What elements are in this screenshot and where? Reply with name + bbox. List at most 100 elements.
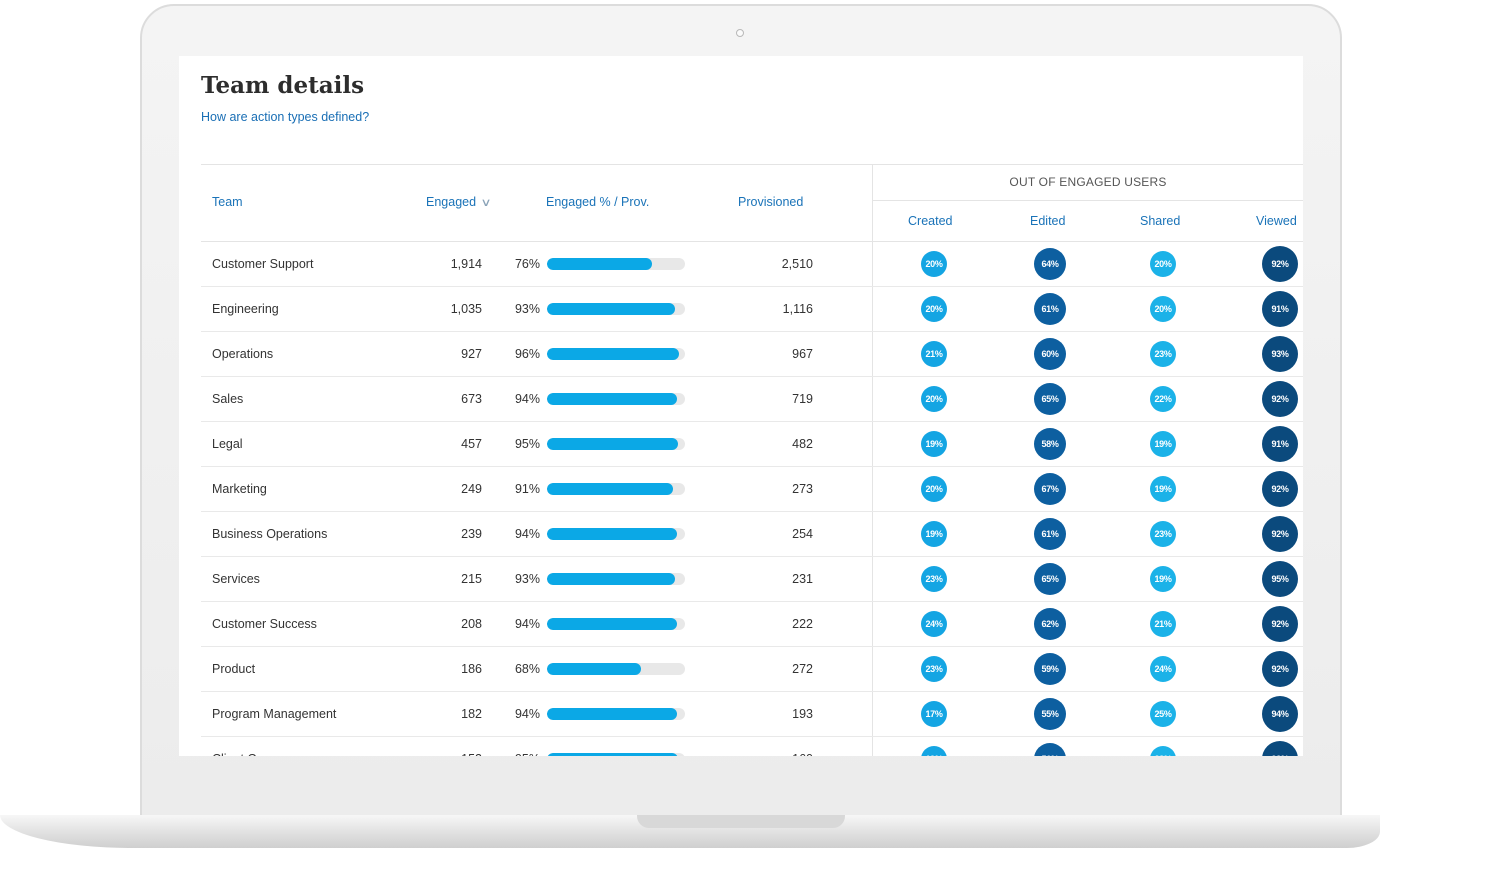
engaged-percent: 93%	[514, 302, 540, 316]
created-percent-badge: 20%	[921, 296, 947, 322]
column-header-engaged-label: Engaged	[426, 195, 477, 209]
created-percent-badge: 24%	[921, 611, 947, 637]
table-row[interactable]: Sales 673 94% 719 20% 65% 22% 92%	[201, 377, 1303, 422]
engaged-progress-fill	[547, 618, 677, 630]
group-header-divider	[873, 200, 1303, 201]
shared-percent-badge: 20%	[1150, 251, 1176, 277]
engaged-progress-fill	[547, 528, 677, 540]
created-percent-badge: 19%	[921, 746, 947, 756]
table-row[interactable]: Marketing 249 91% 273 20% 67% 19% 92%	[201, 467, 1303, 512]
column-header-viewed[interactable]: Viewed	[1256, 214, 1297, 228]
edited-percent-badge: 58%	[1034, 428, 1066, 460]
edited-percent-badge: 56%	[1034, 743, 1066, 756]
engaged-progress-fill	[547, 303, 676, 315]
provisioned-count: 273	[792, 482, 813, 496]
column-header-created[interactable]: Created	[908, 214, 953, 228]
table-row[interactable]: Business Operations 239 94% 254 19% 61% 23% 92%	[201, 512, 1303, 557]
engaged-count: 215	[461, 572, 482, 586]
engaged-percent: 91%	[514, 482, 540, 496]
engaged-progress-bar	[547, 753, 685, 756]
created-percent-badge: 23%	[921, 566, 947, 592]
engaged-percent: 95%	[491, 737, 540, 756]
provisioned-count: 231	[792, 572, 813, 586]
table-row[interactable]: Customer Success 208 94% 222 24% 62% 21% 92%	[201, 602, 1303, 647]
team-name: Marketing	[212, 482, 267, 496]
table-row[interactable]: Program Management 182 94% 193 17% 55% 25% 94%	[201, 692, 1303, 737]
engaged-progress-bar	[547, 618, 685, 630]
engaged-progress-bar	[547, 528, 685, 540]
header-top-divider	[201, 164, 1303, 165]
edited-percent-badge: 60%	[1034, 338, 1066, 370]
viewed-percent-badge: 92%	[1262, 471, 1298, 507]
created-percent-badge: 19%	[921, 521, 947, 547]
provisioned-count: 2,510	[781, 257, 813, 271]
engaged-progress-fill	[547, 258, 652, 270]
shared-percent-badge: 19%	[1150, 431, 1176, 457]
table-row[interactable]: Client Care 152 95% 160 19% 56% 23% 92%	[201, 737, 1303, 756]
table-row[interactable]: Legal 457 95% 482 19% 58% 19% 91%	[201, 422, 1303, 467]
viewed-percent-badge: 92%	[1262, 741, 1298, 756]
column-header-engaged[interactable]: Engaged ∨	[426, 195, 492, 209]
shared-percent-badge: 19%	[1150, 476, 1176, 502]
viewed-percent-badge: 94%	[1262, 696, 1298, 732]
engaged-users-group-label: OUT OF ENGAGED USERS	[1009, 175, 1167, 189]
column-header-edited[interactable]: Edited	[1030, 214, 1066, 228]
column-header-team[interactable]: Team	[212, 195, 243, 209]
column-header-provisioned[interactable]: Provisioned	[738, 195, 804, 209]
edited-percent-badge: 59%	[1034, 653, 1066, 685]
shared-percent-badge: 25%	[1150, 701, 1176, 727]
created-percent-badge: 20%	[921, 386, 947, 412]
viewed-percent-badge: 93%	[1262, 336, 1298, 372]
engaged-count: 673	[461, 392, 482, 406]
created-percent-badge: 20%	[921, 476, 947, 502]
engaged-count: 1,914	[450, 257, 482, 271]
provisioned-count: 272	[792, 662, 813, 676]
created-percent-badge: 17%	[921, 701, 947, 727]
viewed-percent-badge: 92%	[1262, 381, 1298, 417]
viewed-percent-badge: 92%	[1262, 651, 1298, 687]
shared-percent-badge: 22%	[1150, 386, 1176, 412]
action-types-help-link[interactable]: How are action types defined?	[201, 110, 370, 124]
engaged-progress-fill	[547, 393, 677, 405]
provisioned-count: 222	[792, 617, 813, 631]
table-row[interactable]: Services 215 93% 231 23% 65% 19% 95%	[201, 557, 1303, 602]
shared-percent-badge: 24%	[1150, 656, 1176, 682]
page-title: Team details	[201, 72, 365, 99]
engaged-percent: 94%	[514, 392, 540, 406]
column-group-divider	[872, 164, 873, 756]
table-row[interactable]: Customer Support 1,914 76% 2,510 20% 64% 20% 92…	[201, 242, 1303, 287]
column-header-engaged-pct[interactable]: Engaged % / Prov.	[546, 195, 650, 209]
provisioned-count: 254	[792, 527, 813, 541]
engaged-count: 457	[461, 437, 482, 451]
engaged-progress-bar	[547, 708, 685, 720]
engaged-percent: 96%	[514, 347, 540, 361]
engaged-count: 152	[401, 737, 482, 756]
edited-percent-badge: 65%	[1034, 563, 1066, 595]
provisioned-count: 160	[721, 737, 813, 756]
engaged-count: 1,035	[450, 302, 482, 316]
edited-percent-badge: 61%	[1034, 518, 1066, 550]
created-percent-badge: 19%	[921, 431, 947, 457]
viewed-percent-badge: 91%	[1262, 291, 1298, 327]
chevron-down-icon: ∨	[480, 197, 492, 209]
shared-percent-badge: 19%	[1150, 566, 1176, 592]
engaged-progress-fill	[547, 573, 676, 585]
engaged-percent: 68%	[514, 662, 540, 676]
engaged-percent: 94%	[514, 527, 540, 541]
engaged-percent: 95%	[514, 437, 540, 451]
table-row[interactable]: Engineering 1,035 93% 1,116 20% 61% 20% 91%	[201, 287, 1303, 332]
edited-percent-badge: 55%	[1034, 698, 1066, 730]
team-name: Program Management	[212, 707, 337, 721]
provisioned-count: 719	[792, 392, 813, 406]
engaged-progress-fill	[547, 348, 680, 360]
engaged-progress-bar	[547, 483, 685, 495]
viewed-percent-badge: 92%	[1262, 516, 1298, 552]
created-percent-badge: 20%	[921, 251, 947, 277]
provisioned-count: 193	[792, 707, 813, 721]
engaged-progress-bar	[547, 348, 685, 360]
provisioned-count: 967	[792, 347, 813, 361]
column-header-shared[interactable]: Shared	[1140, 214, 1181, 228]
created-percent-badge: 23%	[921, 656, 947, 682]
table-row[interactable]: Operations 927 96% 967 21% 60% 23% 93%	[201, 332, 1303, 377]
table-row[interactable]: Product 186 68% 272 23% 59% 24% 92%	[201, 647, 1303, 692]
